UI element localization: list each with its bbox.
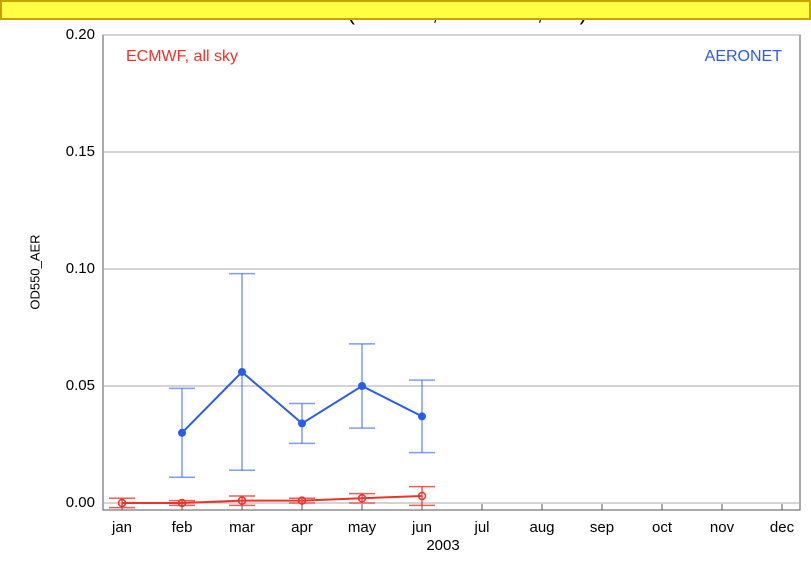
x-tick-label: sep bbox=[590, 519, 614, 536]
marker bbox=[357, 494, 367, 503]
marker bbox=[178, 428, 186, 437]
x-tick-label: oct bbox=[652, 519, 673, 536]
x-tick-label: jan bbox=[111, 519, 132, 536]
x-tick-label: feb bbox=[172, 519, 193, 536]
x-tick-label: dec bbox=[770, 519, 795, 536]
x-tick-label: nov bbox=[710, 519, 735, 536]
marker bbox=[298, 419, 306, 428]
marker bbox=[418, 412, 426, 421]
y-tick-label: 0.05 bbox=[66, 377, 95, 394]
marker bbox=[117, 498, 127, 508]
marker bbox=[238, 367, 246, 376]
x-tick-label: mar bbox=[229, 519, 255, 536]
x-tick-label: may bbox=[348, 519, 377, 536]
plot-frame bbox=[102, 34, 801, 511]
legend-entry: ECMWF, all sky bbox=[126, 48, 238, 65]
banner bbox=[0, 0, 811, 20]
marker bbox=[358, 381, 366, 390]
x-tick-label: jul bbox=[473, 519, 489, 536]
marker bbox=[417, 491, 427, 501]
x-axis-label: 2003 bbox=[426, 537, 459, 554]
legend-entry: AERONET bbox=[705, 48, 783, 65]
marker bbox=[297, 496, 307, 505]
marker bbox=[237, 496, 247, 505]
y-tick-label: 0.15 bbox=[66, 143, 95, 160]
y-tick-label: 0.20 bbox=[66, 26, 95, 43]
series-line bbox=[122, 494, 423, 504]
x-tick-label: jun bbox=[411, 519, 432, 536]
y-axis-label: OD550_AER bbox=[27, 234, 42, 309]
y-tick-label: 0.00 bbox=[66, 494, 95, 511]
y-tick-label: 0.10 bbox=[66, 260, 95, 277]
x-tick-label: apr bbox=[291, 519, 313, 536]
x-tick-label: aug bbox=[529, 519, 554, 536]
marker bbox=[177, 498, 187, 508]
